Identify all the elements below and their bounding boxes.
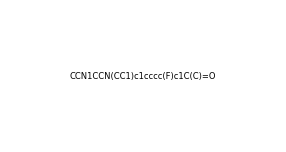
Text: CCN1CCN(CC1)c1cccc(F)c1C(C)=O: CCN1CCN(CC1)c1cccc(F)c1C(C)=O xyxy=(70,71,216,81)
